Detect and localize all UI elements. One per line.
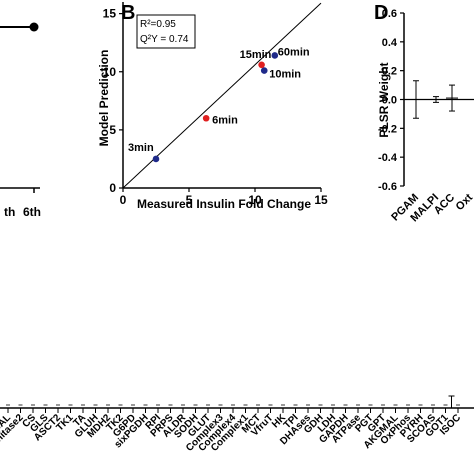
bottom-panel-ticks <box>6 395 460 413</box>
panel-b-xlabel: Measured Insulin Fold Change <box>137 197 311 211</box>
panel-a-tick-label-1: th <box>4 205 15 219</box>
panel-b-label-6min: 6min <box>212 114 238 126</box>
panel-b-label-10min: 10min <box>269 69 301 81</box>
panel-b-x-tick-label: 15 <box>314 193 328 207</box>
panel-b-label-15min: 15min <box>240 49 272 61</box>
panel-b-y-tick-label: 5 <box>109 123 116 137</box>
panel-b-stat-q2y: Q²Y = 0.74 <box>140 34 189 45</box>
panel-b-axes: 0 5 10 15 0 5 10 15 <box>103 2 328 207</box>
panel-b-point-15min <box>258 61 265 69</box>
panel-b-ylabel: Model Prediction <box>97 50 111 147</box>
panel-b-x-tick-label: 10 <box>248 193 262 207</box>
panel-b-label-3min: 3min <box>128 142 154 154</box>
panel-a-point <box>29 22 39 32</box>
panel-b-y-tick-label: 10 <box>103 65 117 79</box>
panel-b: B Model Prediction Measured Insulin Fold… <box>97 2 328 211</box>
panel-b-point-3min <box>152 155 160 163</box>
panel-b-stat-r2: R²=0.95 <box>140 19 176 30</box>
panel-d-letter: D <box>374 2 388 24</box>
panel-b-point-60min <box>271 52 279 59</box>
panel-d-y-tick-label: -0.4 <box>378 152 398 164</box>
panel-d-y-tick-label: 0.2 <box>382 66 397 78</box>
panel-b-y-tick-label: 0 <box>109 181 116 195</box>
panel-d-category-label-Oxt: Oxt <box>454 191 474 213</box>
panel-d: D PLSR Weight -0.6 -0.4 -0.2 0.0 0.2 0.4 0.6 P… <box>374 2 474 224</box>
panel-b-x-tick-label: 0 <box>120 193 127 207</box>
panel-b-point-10min <box>260 67 268 74</box>
panel-d-y-tick-label: 0.4 <box>382 37 398 49</box>
panel-b-label-60min: 60min <box>278 46 310 58</box>
panel-b-point-6min <box>202 114 210 122</box>
panel-b-y-tick-label: 15 <box>103 7 117 21</box>
panel-d-ylabel: PLSR Weight <box>377 62 391 137</box>
panel-d-y-tick-label: -0.2 <box>378 123 397 135</box>
panel-d-bars <box>410 80 474 119</box>
panel-b-point-labels: 3min 6min 10min 15min 60min <box>128 46 310 153</box>
panel-d-y-tick-label: 0.0 <box>382 95 397 107</box>
panel-b-stats-box <box>136 14 196 49</box>
panel-b-letter: B <box>121 2 135 24</box>
panel-d-y-tick-label: 0.6 <box>382 8 397 20</box>
panel-a: th 6th <box>0 22 41 219</box>
panel-a-tick-label-2: 6th <box>23 205 41 219</box>
panel-d-y-tick-label: -0.6 <box>378 181 397 193</box>
bottom-panel: GALhitase2CSGLSASCT2TK1TAGLUHMDH2TK2G6PD… <box>0 395 474 454</box>
panel-b-points <box>152 52 279 163</box>
bottom-panel-tick-labels: GALhitase2CSGLSASCT2TK1TAGLUHMDH2TK2G6PD… <box>0 412 463 454</box>
panel-d-axes: -0.6 -0.4 -0.2 0.0 0.2 0.4 0.6 <box>378 8 474 193</box>
panel-b-x-tick-label: 5 <box>186 193 193 207</box>
